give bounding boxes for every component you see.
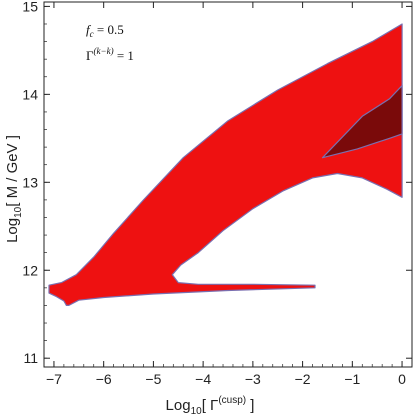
y-tick-label: 15 — [22, 0, 38, 14]
y-tick-label: 13 — [22, 174, 38, 190]
plot-layer — [48, 23, 403, 306]
y-tick-label: 11 — [23, 350, 38, 366]
annotation-f-c: fc = 0.5 — [86, 22, 124, 39]
x-axis-label: Log10[ Γ(cusp) ] — [166, 395, 255, 416]
plot-frame — [43, 1, 413, 368]
x-tick-label: −6 — [96, 371, 112, 387]
inner-dark-region — [321, 84, 403, 159]
x-tick-label: −4 — [195, 371, 211, 387]
x-tick-label: −7 — [46, 371, 62, 387]
x-tick-label: −2 — [295, 371, 311, 387]
x-tick-label: −5 — [145, 371, 161, 387]
tick-layer: −7 −6 −5 −4 −3 −2 −1 0 11 12 13 14 15 — [22, 0, 413, 387]
x-tick-label: −3 — [245, 371, 261, 387]
y-tick-label: 12 — [22, 262, 38, 278]
y-axis-label: Log10[ M / GeV ] — [4, 135, 24, 243]
y-tick-label: 14 — [22, 86, 38, 102]
outer-allowed-region — [48, 23, 403, 306]
x-tick-label: 0 — [398, 371, 406, 387]
x-tick-label: −1 — [344, 371, 360, 387]
annotation-gamma-kk: Γ(k−k) = 1 — [86, 46, 134, 63]
